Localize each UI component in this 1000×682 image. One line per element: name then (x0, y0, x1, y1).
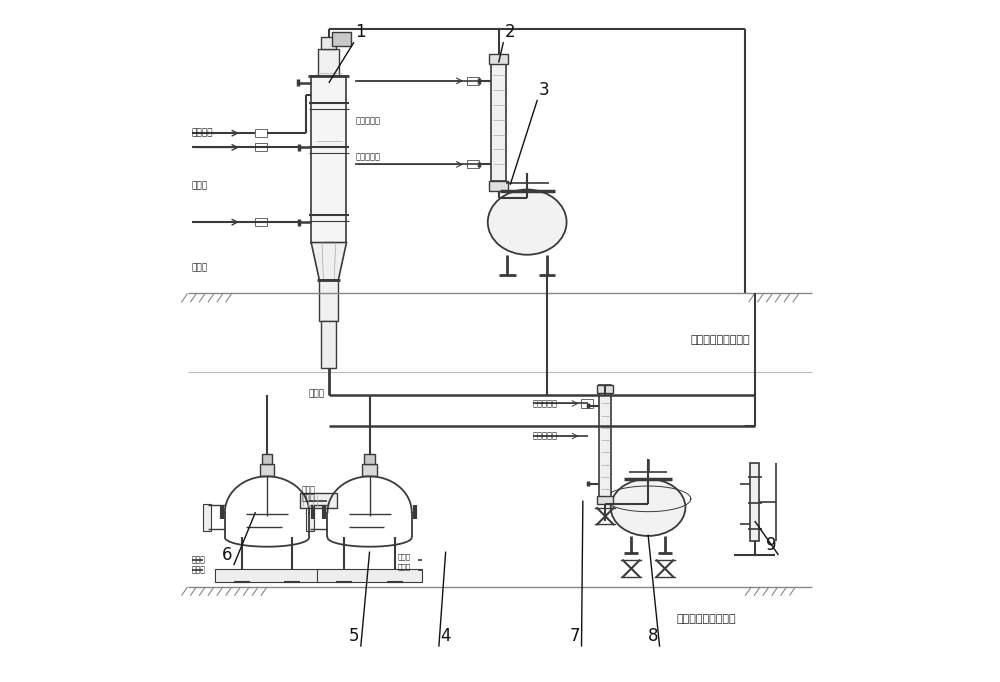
Text: 7: 7 (569, 627, 580, 645)
Bar (489, 55, 508, 64)
Bar (300, 493, 337, 508)
Ellipse shape (488, 190, 567, 255)
Text: 一次降膜蒸发回收段: 一次降膜蒸发回收段 (690, 335, 750, 344)
Bar (467, 77, 479, 85)
Bar (364, 454, 375, 464)
Bar (319, 280, 338, 321)
Bar (255, 143, 267, 151)
Bar (318, 49, 339, 76)
Bar (215, 569, 319, 582)
Text: 冷乙二醇回: 冷乙二醇回 (355, 117, 380, 125)
Text: 废溶液进: 废溶液进 (192, 129, 213, 138)
Text: 二次搅拌蒸馏回收段: 二次搅拌蒸馏回收段 (677, 614, 736, 625)
Text: 6: 6 (222, 546, 232, 564)
Bar (467, 160, 479, 168)
Bar (489, 181, 508, 191)
Bar (255, 218, 267, 226)
Text: 热水回: 热水回 (301, 493, 315, 503)
Bar (260, 464, 274, 476)
Bar (597, 496, 613, 504)
Text: 9: 9 (766, 536, 777, 554)
Bar (255, 129, 267, 137)
Bar (321, 321, 336, 368)
Bar (321, 37, 336, 49)
Bar (203, 504, 211, 531)
Ellipse shape (611, 479, 685, 536)
Text: 冷水回: 冷水回 (301, 486, 315, 494)
Text: 5: 5 (349, 627, 359, 645)
Text: 热水回: 热水回 (192, 181, 208, 191)
Text: 热水进: 热水进 (398, 563, 411, 569)
Bar (362, 464, 377, 476)
Text: 冷水进: 冷水进 (192, 555, 206, 564)
Text: 4: 4 (440, 627, 451, 645)
Bar (599, 385, 611, 504)
Bar (332, 32, 351, 46)
Text: 1: 1 (355, 23, 366, 41)
Bar (306, 504, 314, 531)
Polygon shape (311, 243, 346, 280)
Text: 热水进: 热水进 (192, 264, 208, 273)
Text: 2: 2 (505, 23, 516, 41)
Text: 残液进: 残液进 (308, 389, 325, 398)
Bar (311, 76, 346, 243)
Bar (317, 569, 422, 582)
Bar (262, 454, 272, 464)
Text: 冷乙二醇进: 冷乙二醇进 (355, 153, 380, 162)
Text: 3: 3 (539, 80, 549, 99)
Bar (581, 400, 593, 408)
Text: 冷水进: 冷水进 (398, 553, 411, 560)
Bar (597, 385, 613, 394)
Text: 冷乙二醇进: 冷乙二醇进 (533, 432, 558, 441)
Bar (750, 463, 759, 542)
Text: 冷乙二醇回: 冷乙二醇回 (533, 399, 558, 408)
Text: 8: 8 (648, 627, 658, 645)
Text: 热水进: 热水进 (192, 565, 206, 574)
Bar (491, 64, 506, 181)
